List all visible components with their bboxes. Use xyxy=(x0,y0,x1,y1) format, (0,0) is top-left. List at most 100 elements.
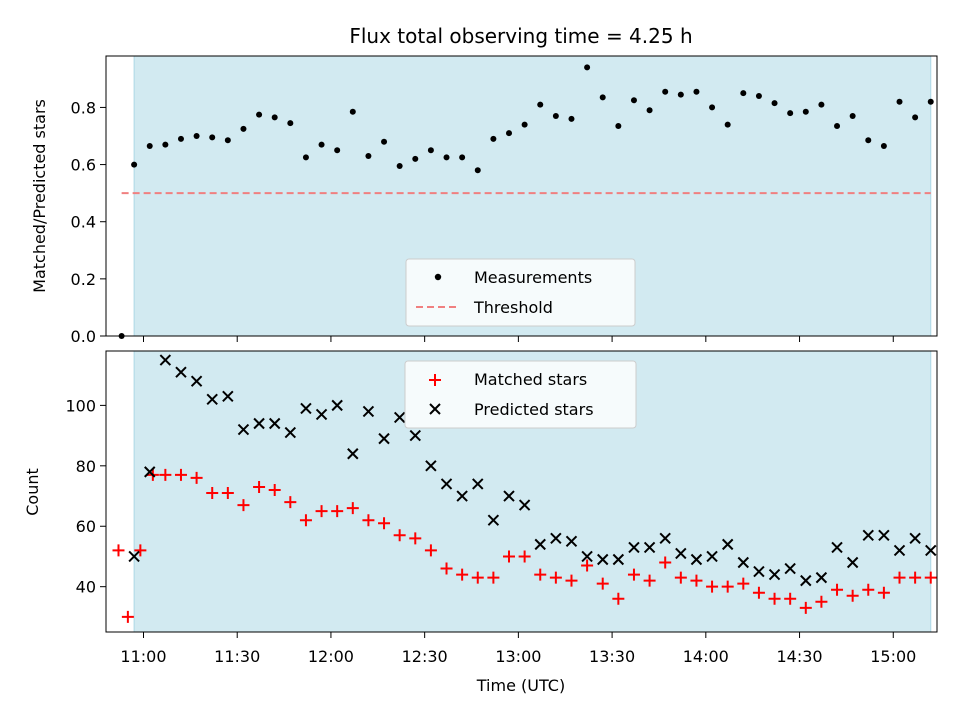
predicted-star-point xyxy=(268,417,281,430)
predicted-star-point xyxy=(253,417,265,430)
x-tick-label: 14:30 xyxy=(776,647,822,666)
matched-star-point xyxy=(737,577,750,590)
predicted-star-point xyxy=(206,393,218,406)
predicted-star-point xyxy=(550,532,562,545)
predicted-star-point xyxy=(190,375,203,387)
measurement-point xyxy=(177,135,184,142)
matched-star-point xyxy=(159,468,172,481)
legend-matched-marker xyxy=(429,374,441,386)
predicted-star-point xyxy=(565,535,578,548)
matched-star-point xyxy=(518,550,531,563)
predicted-star-point xyxy=(534,538,546,551)
top-y-axis: 0.0 0.2 0.4 0.6 0.8 xyxy=(71,98,106,346)
matched-star-point xyxy=(596,577,609,590)
matched-star-point xyxy=(206,487,219,500)
matched-star-point xyxy=(440,562,453,575)
y-tick-label: 100 xyxy=(65,396,96,415)
matched-star-point xyxy=(659,556,672,569)
measurement-point xyxy=(365,153,372,159)
bottom-plot-marks xyxy=(112,354,937,623)
measurement-point xyxy=(552,113,559,119)
x-tick-label: 11:30 xyxy=(214,647,260,666)
measurement-point xyxy=(755,93,762,99)
measurement-point xyxy=(521,121,528,128)
matched-star-point xyxy=(409,532,422,545)
predicted-star-point xyxy=(925,544,937,557)
y-tick-label: 0.4 xyxy=(71,213,96,232)
measurement-point xyxy=(630,97,637,104)
bottom-y-axis: 40 60 80 100 xyxy=(65,396,106,597)
predicted-star-point xyxy=(409,429,421,442)
top-panel: Measurements Threshold 0.0 0.2 0.4 0.6 0.8 M… xyxy=(30,55,938,346)
measurement-point xyxy=(693,88,700,95)
measurement-point xyxy=(131,161,138,168)
x-tick-label: 12:00 xyxy=(308,647,354,666)
legend-predicted-marker xyxy=(429,403,441,415)
predicted-star-point xyxy=(909,532,921,545)
measurement-point xyxy=(912,114,919,121)
measurement-point xyxy=(412,155,419,162)
chart-title: Flux total observing time = 4.25 h xyxy=(349,24,692,48)
x-tick-label: 15:00 xyxy=(870,647,916,666)
bottom-legend: Matched stars Predicted stars xyxy=(404,360,637,429)
matched-star-point xyxy=(268,483,281,496)
predicted-star-point xyxy=(878,529,890,542)
predicted-star-point xyxy=(862,529,874,542)
matched-star-point xyxy=(549,571,562,584)
y-tick-label: 0.6 xyxy=(71,156,96,175)
predicted-star-point xyxy=(284,426,297,439)
matched-star-point xyxy=(893,571,906,584)
measurement-point xyxy=(927,98,934,105)
predicted-star-point xyxy=(706,550,718,563)
predicted-star-point xyxy=(659,532,671,545)
bottom-legend-box xyxy=(404,360,637,429)
matched-star-point xyxy=(134,544,147,557)
matched-star-point xyxy=(752,586,765,599)
predicted-star-point xyxy=(175,366,187,378)
predicted-star-point xyxy=(456,490,468,502)
predicted-star-point xyxy=(487,514,500,526)
top-x-axis-ticks xyxy=(142,336,894,342)
matched-star-point xyxy=(487,571,500,584)
matched-star-point xyxy=(612,592,625,605)
predicted-star-point xyxy=(425,460,437,472)
matched-star-point xyxy=(346,502,359,515)
measurement-point xyxy=(709,104,716,111)
measurement-point xyxy=(271,114,278,121)
y-tick-label: 40 xyxy=(76,578,96,597)
measurement-point xyxy=(880,143,887,149)
matched-star-point xyxy=(690,574,703,587)
measurement-point xyxy=(224,137,231,144)
measurement-point xyxy=(896,98,903,105)
x-tick-label: 13:30 xyxy=(589,647,635,666)
matched-star-point xyxy=(924,571,937,584)
predicted-star-point xyxy=(768,568,781,581)
predicted-star-point xyxy=(643,541,656,554)
measurement-point xyxy=(677,91,684,98)
predicted-star-point xyxy=(300,402,312,415)
measurement-point xyxy=(146,143,153,149)
predicted-star-point xyxy=(893,544,906,557)
predicted-star-point xyxy=(784,562,796,575)
matched-star-point xyxy=(909,571,922,584)
measurement-point xyxy=(240,125,247,132)
predicted-star-point xyxy=(831,541,843,554)
measurement-point xyxy=(302,154,309,161)
predicted-star-point xyxy=(237,423,250,436)
matched-star-point xyxy=(471,571,484,584)
measurement-point xyxy=(474,167,481,174)
matched-star-point xyxy=(706,580,719,593)
top-legend: Measurements Threshold xyxy=(405,258,636,327)
matched-star-point xyxy=(190,471,203,484)
predicted-star-point xyxy=(846,556,859,569)
bottom-y-axis-label: Count xyxy=(23,468,42,516)
matched-star-point xyxy=(284,496,297,509)
top-plot-marks xyxy=(118,64,934,339)
matched-star-point xyxy=(456,568,469,581)
legend-matched-label: Matched stars xyxy=(474,370,587,389)
x-tick-label: 12:30 xyxy=(402,647,448,666)
predicted-star-point xyxy=(690,553,703,566)
predicted-star-point xyxy=(347,448,359,460)
y-tick-label: 0.2 xyxy=(71,270,96,289)
